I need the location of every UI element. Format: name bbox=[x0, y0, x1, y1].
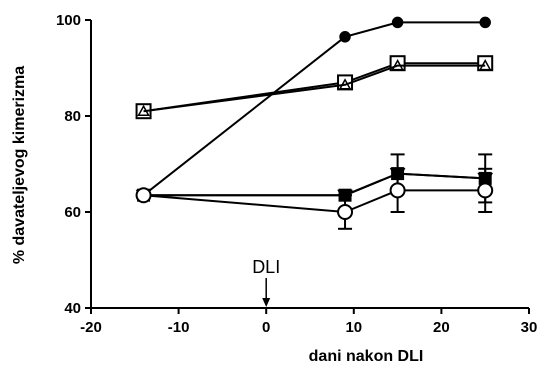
data-point bbox=[337, 204, 354, 220]
series-line bbox=[143, 189, 486, 214]
y-axis-ticks: 40 60 80 100 bbox=[56, 12, 91, 317]
x-tick-label: 0 bbox=[262, 319, 270, 336]
data-point bbox=[391, 16, 404, 29]
y-axis-label: % davateljevog kimerizma bbox=[11, 66, 28, 264]
series-line bbox=[143, 172, 486, 197]
series-open-triangle bbox=[137, 59, 492, 116]
x-axis-label: dani nakon DLI bbox=[309, 348, 424, 365]
data-point bbox=[338, 78, 352, 90]
series-open-circle bbox=[135, 167, 494, 230]
x-tick-label: 30 bbox=[521, 319, 538, 336]
series-layer bbox=[135, 16, 494, 230]
y-tick-label: 80 bbox=[64, 108, 81, 125]
data-point bbox=[479, 16, 491, 29]
dli-annotation-label: DLI bbox=[252, 257, 280, 277]
x-tick-label: 20 bbox=[433, 319, 450, 336]
data-point bbox=[478, 59, 492, 71]
x-tick-label: -10 bbox=[168, 319, 190, 336]
annotation-layer: DLI bbox=[252, 257, 280, 307]
data-point bbox=[477, 182, 494, 199]
series-line bbox=[143, 62, 486, 113]
x-tick-label: -20 bbox=[80, 319, 102, 336]
y-tick-label: 60 bbox=[64, 204, 81, 221]
data-point bbox=[391, 59, 404, 71]
series-filled-circle bbox=[137, 16, 491, 201]
x-tick-label: 10 bbox=[345, 319, 362, 336]
data-point bbox=[339, 31, 351, 43]
series-filled-triangle-down bbox=[135, 153, 494, 204]
y-tick-label: 100 bbox=[56, 12, 81, 29]
y-tick-label: 40 bbox=[64, 300, 81, 317]
data-point bbox=[137, 104, 150, 116]
dli-arrow-head bbox=[262, 298, 271, 307]
series-line bbox=[142, 21, 486, 196]
x-axis-ticks: -20 -10 0 10 20 30 bbox=[80, 308, 537, 336]
data-point bbox=[135, 187, 152, 204]
series-line bbox=[143, 64, 486, 113]
series-line bbox=[143, 172, 486, 197]
data-point bbox=[389, 182, 406, 199]
